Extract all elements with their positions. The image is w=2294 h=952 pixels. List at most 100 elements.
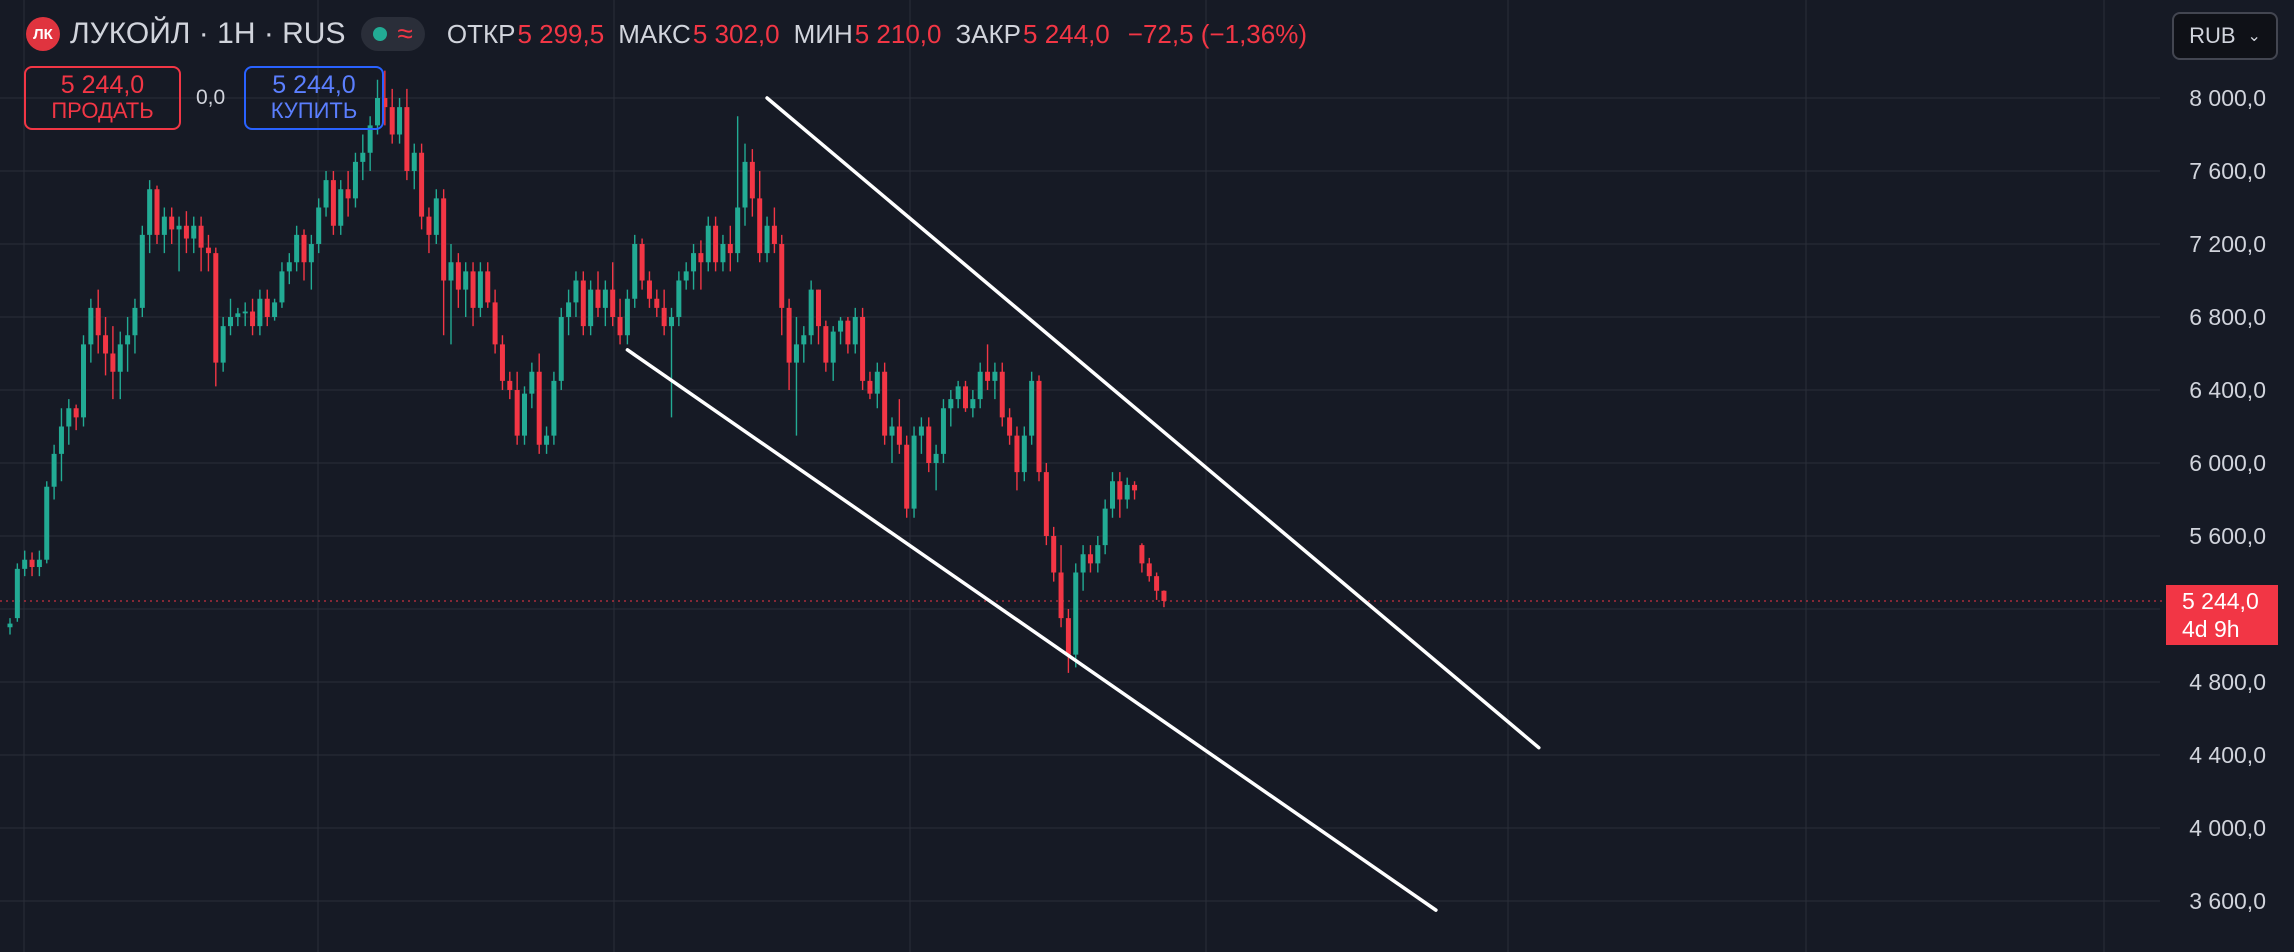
candle [44,481,50,564]
candle-body [1058,572,1064,619]
candle [764,216,770,263]
candle-body [389,107,395,135]
candle-body [624,298,630,336]
candle-body [698,253,704,263]
candle [705,216,711,272]
candle-body [14,568,20,619]
candle [154,185,160,244]
candle-body [816,289,821,327]
candle [926,417,932,473]
buy-button[interactable]: 5 244,0 КУПИТЬ [244,66,384,130]
candle-body [749,161,755,199]
candle [279,262,285,308]
symbol-title[interactable]: ЛУКОЙЛ · 1H · RUS [70,17,346,50]
candle-body [58,426,64,454]
candle [95,289,101,354]
candle-body [36,559,42,568]
candle [963,380,968,412]
open-label: ОТКР [446,18,516,49]
candle-body [632,244,638,299]
candle-body [161,216,167,235]
candle [904,435,910,518]
candle [220,317,226,372]
candle-body [191,225,197,239]
candle [713,216,719,272]
candle-body [1087,554,1093,564]
candle-body [874,371,880,394]
candle [323,171,329,217]
candle-body [801,335,807,345]
candle [345,171,351,217]
candle [1117,472,1123,518]
candle-body [360,152,366,162]
candle [727,225,733,272]
low-label: МИН [793,18,853,49]
candle-body [477,271,483,308]
candle-body [294,234,300,263]
candle [169,207,175,244]
candle [882,362,888,445]
trendline[interactable] [765,96,1541,750]
candle [191,216,197,254]
currency-select[interactable]: RUB ⌄ [2172,12,2278,60]
candle-body [352,161,358,199]
candle-body [1080,554,1086,573]
candle-body [338,189,344,226]
candle-body [286,262,292,272]
candle [419,143,425,230]
candle [551,371,557,445]
candle [205,234,211,272]
last-price-value: 5 244,0 [2182,588,2259,614]
candle [301,229,307,281]
candle [595,271,601,317]
candle-body [676,280,682,317]
price-change: −72,5 (−1,36%) [1127,18,1307,49]
candle-body [1110,481,1115,509]
candle-body [1117,481,1123,500]
market-status-pill[interactable]: ≈ [361,17,425,51]
candle [852,307,858,354]
bar-countdown: 4d 9h [2182,616,2240,642]
candle [404,88,410,181]
candle-body [926,426,932,463]
candle-body [735,207,741,254]
candle-body [595,289,601,308]
candle-body [896,426,902,445]
candle-body [992,371,998,381]
candle-body [507,380,513,390]
candle-body [1102,508,1108,546]
candle [499,335,505,390]
candle-body [382,98,388,108]
candle [683,262,689,290]
candle-body [1036,380,1042,473]
trendline[interactable] [625,348,1438,912]
candle-body [852,317,858,345]
candle-body [985,371,991,381]
price-axis-label: 7 600,0 [2189,158,2266,184]
candle [352,152,358,208]
sell-button[interactable]: 5 244,0 ПРОДАТЬ [24,66,181,130]
candle-body [779,244,785,308]
market-open-dot-icon [373,27,388,41]
candle [235,307,241,327]
candle-body [1095,545,1101,564]
candle-body [558,317,564,381]
candle [940,399,946,463]
candle-body [529,371,535,394]
candle [536,353,542,454]
candle-body [691,253,697,272]
candle [1102,499,1108,555]
candle [823,320,829,372]
buy-label: КУПИТЬ [270,98,358,123]
candle-body [1146,563,1152,577]
candle-body [757,198,763,254]
candle [1058,545,1064,628]
candle-body [1132,484,1138,491]
candle [1014,426,1020,491]
candle [1161,590,1167,608]
candle [970,390,976,418]
candle-body [999,371,1005,418]
candle [338,180,344,235]
candle [801,326,807,363]
